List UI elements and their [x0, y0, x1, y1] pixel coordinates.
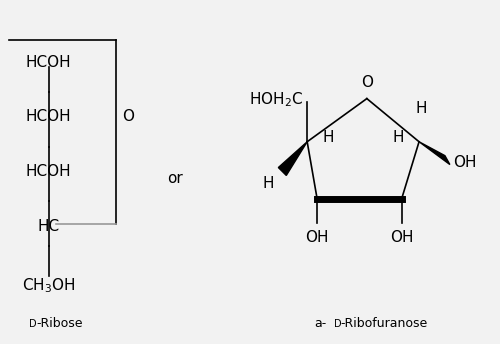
Text: D: D: [334, 319, 341, 329]
Text: HC: HC: [38, 218, 60, 234]
Text: HOH$_2$C: HOH$_2$C: [249, 90, 303, 109]
Text: O: O: [361, 75, 373, 90]
Text: HCOH: HCOH: [26, 55, 72, 70]
Text: D: D: [28, 319, 36, 329]
Text: H: H: [392, 130, 404, 145]
Text: -Ribofuranose: -Ribofuranose: [340, 317, 428, 330]
Text: HCOH: HCOH: [26, 164, 72, 179]
Text: OH: OH: [453, 155, 476, 170]
Text: H: H: [416, 101, 428, 116]
Text: -Ribose: -Ribose: [36, 317, 82, 330]
Polygon shape: [278, 142, 307, 175]
Text: or: or: [168, 171, 184, 186]
Text: H: H: [263, 176, 274, 192]
Text: OH: OH: [306, 229, 329, 245]
Polygon shape: [419, 142, 450, 164]
Text: CH$_3$OH: CH$_3$OH: [22, 276, 76, 295]
Text: OH: OH: [390, 229, 413, 245]
Text: a-: a-: [314, 317, 327, 330]
Text: HCOH: HCOH: [26, 109, 72, 125]
Text: H: H: [322, 130, 334, 145]
Text: O: O: [122, 109, 134, 125]
